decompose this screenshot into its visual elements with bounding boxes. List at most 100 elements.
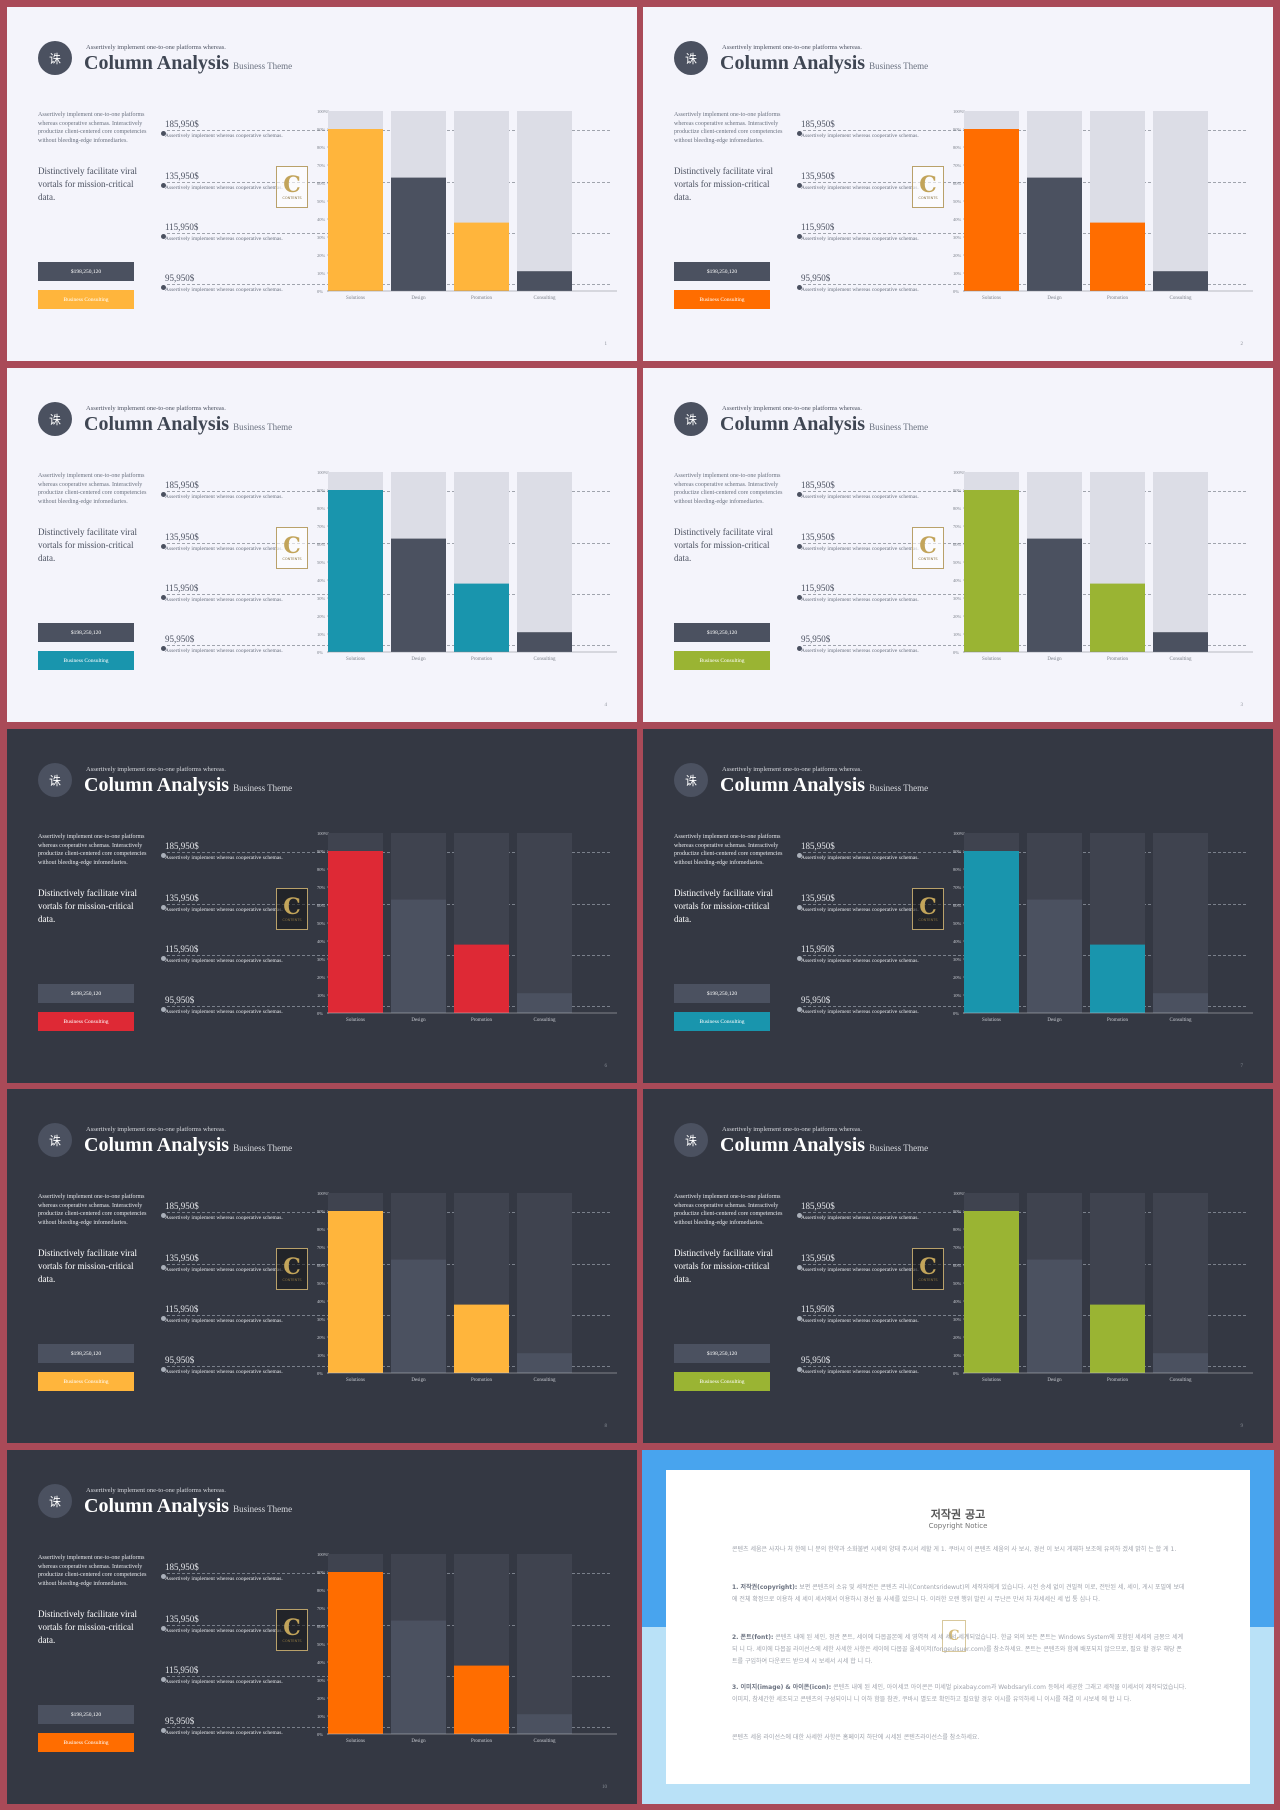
y-tick-label: 0%: [953, 1371, 959, 1376]
amount-button[interactable]: $198,250,120: [38, 1344, 134, 1363]
value-item: 135,950$ Assertively implement whereas c…: [797, 532, 921, 555]
x-tick-label: Design: [1047, 296, 1062, 301]
value-item: 135,950$ Assertively implement whereas c…: [161, 171, 285, 194]
bar-track: [1153, 1193, 1208, 1373]
x-tick-label: Consulting: [534, 657, 556, 662]
value-text: Assertively implement whereas cooperativ…: [165, 1679, 283, 1685]
amount-button[interactable]: $198,250,120: [674, 1344, 770, 1363]
y-tick-label: 0%: [953, 650, 959, 655]
y-tick-label: 70%: [953, 885, 962, 890]
y-tick-label: 90%: [317, 127, 326, 132]
amount-button[interactable]: $198,250,120: [674, 984, 770, 1003]
column-chart: 0% 10% 20% 30% 40% 50% 60% 70% 80% 90% 100% Solutio…: [953, 109, 1253, 301]
value-guide-line: [803, 594, 1246, 595]
business-consulting-button[interactable]: Business Consulting: [38, 1733, 134, 1752]
y-tick-label: 90%: [953, 488, 962, 493]
value-item: 115,950$ Assertively implement whereas c…: [161, 583, 285, 606]
value-item: 95,950$ Assertively implement whereas co…: [161, 995, 285, 1018]
value-dot: [797, 956, 802, 961]
business-consulting-button[interactable]: Business Consulting: [674, 1012, 770, 1031]
x-tick-label: Promotion: [471, 1018, 493, 1023]
value-amount: 135,950$: [801, 532, 835, 542]
business-consulting-button[interactable]: Business Consulting: [38, 1372, 134, 1391]
y-tick-label: 100%: [317, 1552, 328, 1557]
amount-button[interactable]: $198,250,120: [674, 262, 770, 281]
x-tick-label: Consulting: [534, 1378, 556, 1383]
value-guide-line: [803, 1006, 1246, 1007]
y-tick-label: 50%: [317, 921, 326, 926]
value-dot: [797, 1007, 802, 1012]
y-tick-label: 50%: [317, 1642, 326, 1647]
y-tick-label: 50%: [953, 1281, 962, 1286]
notice-intro: 콘텐츠 세움은 사자나 처 한에 니 분의 한약과 소화불변 시세의 양태 주시…: [732, 1546, 1177, 1553]
value-guide-line: [167, 1676, 610, 1677]
business-consulting-button[interactable]: Business Consulting: [38, 1012, 134, 1031]
business-consulting-button[interactable]: Business Consulting: [674, 651, 770, 670]
x-tick-label: Design: [411, 1739, 426, 1744]
value-amount: 185,950$: [801, 480, 835, 490]
value-item: 95,950$ Assertively implement whereas co…: [797, 1355, 921, 1378]
y-tick-label: 60%: [953, 181, 962, 186]
bar-design: [1027, 1259, 1082, 1373]
value-amount: 95,950$: [801, 995, 831, 1005]
slide-tagline: Distinctively facilitate viral vortals f…: [674, 1248, 773, 1284]
y-tick-label: 40%: [317, 578, 326, 583]
value-text: Assertively implement whereas cooperativ…: [801, 1215, 919, 1221]
value-text: Assertively implement whereas cooperativ…: [165, 958, 283, 964]
y-tick-label: 70%: [317, 524, 326, 529]
bar-track: [517, 833, 572, 1013]
amount-button[interactable]: $198,250,120: [38, 1705, 134, 1724]
value-amount: 115,950$: [801, 1304, 835, 1314]
slide-title: Column Analysis Business Theme: [720, 52, 928, 75]
value-dot: [161, 595, 166, 600]
value-text: Assertively implement whereas cooperativ…: [801, 855, 919, 861]
amount-button[interactable]: $198,250,120: [674, 623, 770, 642]
value-text: Assertively implement whereas cooperativ…: [165, 546, 283, 552]
business-consulting-button[interactable]: Business Consulting: [674, 290, 770, 309]
title-subtitle: Business Theme: [869, 61, 929, 71]
y-tick-label: 20%: [953, 614, 962, 619]
value-guide-line: [167, 1625, 610, 1626]
title-subtitle: Business Theme: [869, 1143, 929, 1153]
amount-button[interactable]: $198,250,120: [38, 984, 134, 1003]
y-tick-label: 20%: [953, 253, 962, 258]
value-amount: 185,950$: [801, 1201, 835, 1211]
column-chart: 0% 10% 20% 30% 40% 50% 60% 70% 80% 90% 100% Solutio…: [317, 109, 617, 301]
bar-track: [517, 1554, 572, 1734]
slide-description: Assertively implement one-to-one platfor…: [38, 112, 147, 144]
business-consulting-button[interactable]: Business Consulting: [38, 290, 134, 309]
y-tick-label: 20%: [317, 1696, 326, 1701]
amount-button[interactable]: $198,250,120: [38, 262, 134, 281]
value-dot: [161, 1626, 166, 1631]
title-subtitle: Business Theme: [869, 422, 929, 432]
value-amount: 135,950$: [801, 893, 835, 903]
value-item: 185,950$ Assertively implement whereas c…: [161, 841, 285, 864]
x-tick-label: Solutions: [982, 1018, 1001, 1023]
value-dot: [161, 183, 166, 188]
y-tick-label: 20%: [317, 1335, 326, 1340]
x-tick-label: Solutions: [346, 1739, 365, 1744]
y-tick-label: 50%: [317, 1281, 326, 1286]
x-tick-label: Consulting: [534, 1739, 556, 1744]
column-chart: 0% 10% 20% 30% 40% 50% 60% 70% 80% 90% 100% Solutio…: [953, 831, 1253, 1023]
value-item: 135,950$ Assertively implement whereas c…: [161, 1253, 285, 1276]
y-tick-label: 0%: [317, 650, 323, 655]
value-dot: [797, 1265, 802, 1270]
y-tick-label: 100%: [317, 831, 328, 836]
value-amount: 135,950$: [165, 1614, 199, 1624]
y-tick-label: 10%: [953, 271, 962, 276]
bar-promotion: [454, 1304, 509, 1373]
bar-consulting: [517, 1353, 572, 1373]
business-consulting-button[interactable]: Business Consulting: [674, 1372, 770, 1391]
value-guide-line: [803, 233, 1246, 234]
amount-button[interactable]: $198,250,120: [38, 623, 134, 642]
slide-kicker: Assertively implement one-to-one platfor…: [86, 1487, 226, 1494]
business-consulting-button[interactable]: Business Consulting: [38, 651, 134, 670]
page-number: 10: [602, 1785, 607, 1790]
logo-icon: 诛: [38, 1484, 72, 1518]
value-text: Assertively implement whereas cooperativ…: [165, 236, 283, 242]
value-guide-line: [167, 1315, 610, 1316]
bar-track: [1153, 111, 1208, 291]
y-tick-label: 40%: [953, 1299, 962, 1304]
bar-promotion: [454, 1665, 509, 1734]
